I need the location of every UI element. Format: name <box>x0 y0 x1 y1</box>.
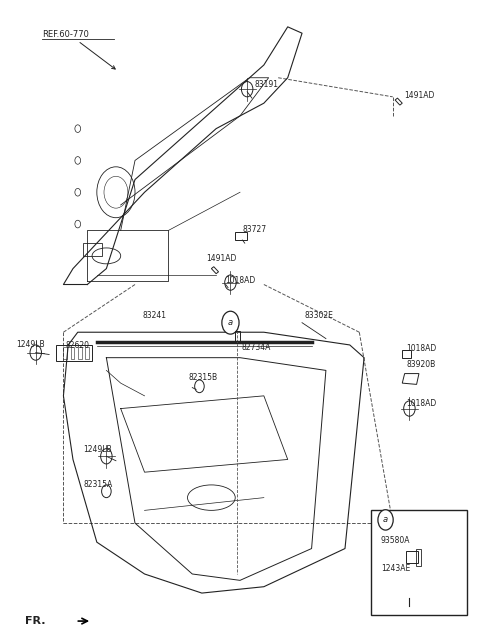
Bar <box>63 348 67 359</box>
Circle shape <box>222 311 239 334</box>
Text: 83191: 83191 <box>254 80 278 89</box>
Bar <box>406 551 418 562</box>
Text: 1018AD: 1018AD <box>406 344 436 353</box>
Bar <box>235 233 247 240</box>
Text: 1018AD: 1018AD <box>226 276 256 285</box>
Text: 1491AD: 1491AD <box>405 91 435 100</box>
Text: 83302E: 83302E <box>304 311 333 320</box>
Bar <box>83 243 102 256</box>
Text: 83920B: 83920B <box>406 360 435 369</box>
Text: FR.: FR. <box>25 616 46 626</box>
Text: 1018AD: 1018AD <box>406 399 436 408</box>
Text: REF.60-770: REF.60-770 <box>42 30 89 39</box>
Text: 1249LB: 1249LB <box>16 340 44 349</box>
Text: 82315B: 82315B <box>189 373 217 382</box>
Text: 82620: 82620 <box>66 341 90 350</box>
Text: 1491AD: 1491AD <box>206 254 237 263</box>
Text: 82734A: 82734A <box>241 343 271 352</box>
Text: 1243AE: 1243AE <box>381 564 410 573</box>
Bar <box>402 350 411 358</box>
Text: a: a <box>383 516 388 525</box>
Bar <box>235 331 240 341</box>
Text: a: a <box>228 318 233 327</box>
Text: 82315A: 82315A <box>84 480 113 489</box>
Bar <box>416 548 421 566</box>
Bar <box>78 348 82 359</box>
Text: 1249LB: 1249LB <box>84 445 112 454</box>
Bar <box>85 348 89 359</box>
Bar <box>56 345 92 361</box>
Text: 83727: 83727 <box>242 226 266 235</box>
Bar <box>371 511 467 615</box>
Text: 83241: 83241 <box>142 311 166 320</box>
Bar <box>71 348 74 359</box>
Text: 93580A: 93580A <box>381 536 410 546</box>
Circle shape <box>378 510 393 530</box>
